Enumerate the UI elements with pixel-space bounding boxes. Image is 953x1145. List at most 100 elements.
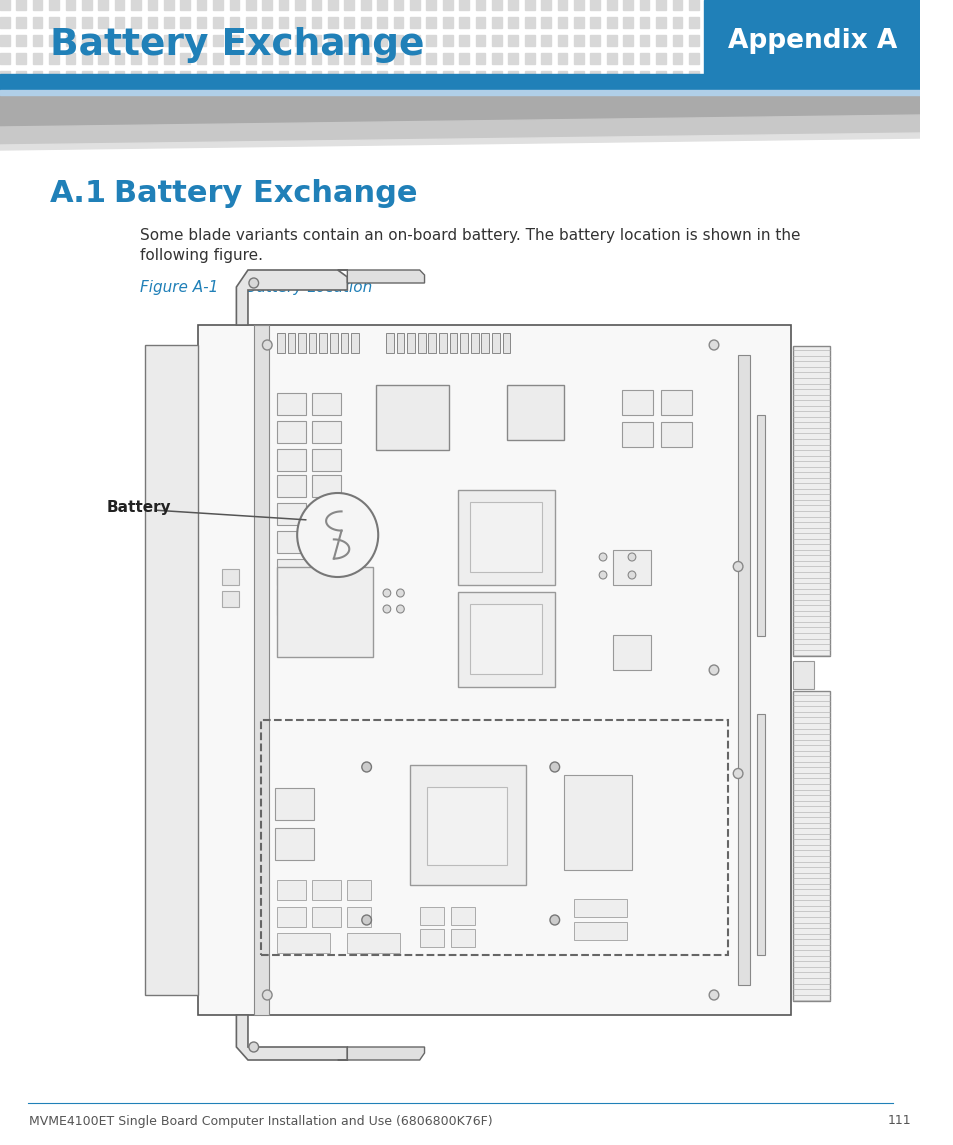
Bar (660, 390, 691, 414)
Bar (802, 35, 813, 46)
Bar (458, 71, 469, 82)
Bar (704, 71, 714, 82)
Bar (770, 17, 780, 27)
Bar (274, 788, 314, 820)
Bar (639, 71, 649, 82)
Bar (506, 385, 564, 440)
Bar (802, 0, 813, 10)
Bar (114, 0, 124, 10)
Bar (196, 71, 206, 82)
Bar (376, 71, 387, 82)
Bar (98, 53, 108, 64)
Bar (330, 333, 337, 353)
Bar (50, 53, 59, 64)
Bar (16, 71, 26, 82)
Text: following figure.: following figure. (140, 247, 263, 262)
Bar (590, 71, 599, 82)
Text: Appendix A: Appendix A (727, 27, 896, 54)
Bar (407, 333, 415, 353)
Bar (246, 53, 255, 64)
Bar (328, 17, 337, 27)
Bar (902, 17, 911, 27)
Bar (262, 17, 272, 27)
Bar (902, 35, 911, 46)
Bar (312, 475, 340, 497)
Bar (471, 333, 478, 353)
Bar (276, 393, 306, 414)
Bar (410, 35, 419, 46)
Bar (262, 35, 272, 46)
Text: MVME4100ET Single Board Computer Installation and Use (6806800K76F): MVME4100ET Single Board Computer Install… (29, 1114, 492, 1128)
Bar (360, 0, 370, 10)
Bar (884, 17, 895, 27)
Bar (672, 0, 681, 10)
Bar (786, 17, 796, 27)
Bar (540, 17, 550, 27)
Bar (704, 0, 714, 10)
Bar (246, 71, 255, 82)
Bar (394, 35, 403, 46)
Bar (66, 71, 75, 82)
Bar (246, 35, 255, 46)
Bar (82, 17, 91, 27)
Bar (492, 333, 499, 353)
Bar (802, 53, 813, 64)
Bar (639, 53, 649, 64)
Bar (574, 17, 583, 27)
Bar (770, 35, 780, 46)
Bar (344, 71, 354, 82)
Bar (222, 569, 239, 585)
Bar (50, 71, 59, 82)
Bar (606, 0, 616, 10)
Bar (312, 449, 340, 471)
Bar (213, 35, 223, 46)
Text: A.1: A.1 (51, 179, 107, 207)
Bar (656, 0, 665, 10)
Bar (672, 53, 681, 64)
Circle shape (733, 561, 742, 571)
Bar (738, 53, 747, 64)
Bar (148, 17, 157, 27)
Bar (476, 17, 485, 27)
Bar (360, 17, 370, 27)
Bar (622, 53, 632, 64)
Bar (394, 53, 403, 64)
Bar (132, 0, 141, 10)
Bar (98, 35, 108, 46)
Circle shape (383, 605, 391, 613)
Bar (360, 35, 370, 46)
Bar (757, 414, 764, 635)
Bar (276, 907, 306, 927)
Bar (0, 35, 10, 46)
Bar (82, 71, 91, 82)
Bar (450, 907, 475, 925)
Bar (410, 0, 419, 10)
Bar (148, 0, 157, 10)
Bar (360, 71, 370, 82)
Bar (0, 53, 10, 64)
Bar (703, 0, 920, 82)
Circle shape (262, 990, 272, 1000)
Bar (347, 881, 371, 900)
Bar (656, 71, 665, 82)
Bar (0, 71, 10, 82)
Bar (16, 35, 26, 46)
Bar (246, 0, 255, 10)
Bar (294, 71, 305, 82)
Bar (754, 0, 763, 10)
Bar (148, 53, 157, 64)
Bar (344, 35, 354, 46)
Circle shape (549, 763, 559, 772)
Bar (347, 907, 371, 927)
Bar (276, 567, 373, 657)
Bar (426, 71, 436, 82)
Bar (114, 53, 124, 64)
Text: Figure A-1: Figure A-1 (140, 279, 218, 294)
Bar (738, 35, 747, 46)
Bar (492, 71, 501, 82)
Bar (704, 53, 714, 64)
Bar (574, 899, 626, 917)
Bar (754, 71, 763, 82)
Bar (458, 35, 469, 46)
Bar (508, 53, 517, 64)
